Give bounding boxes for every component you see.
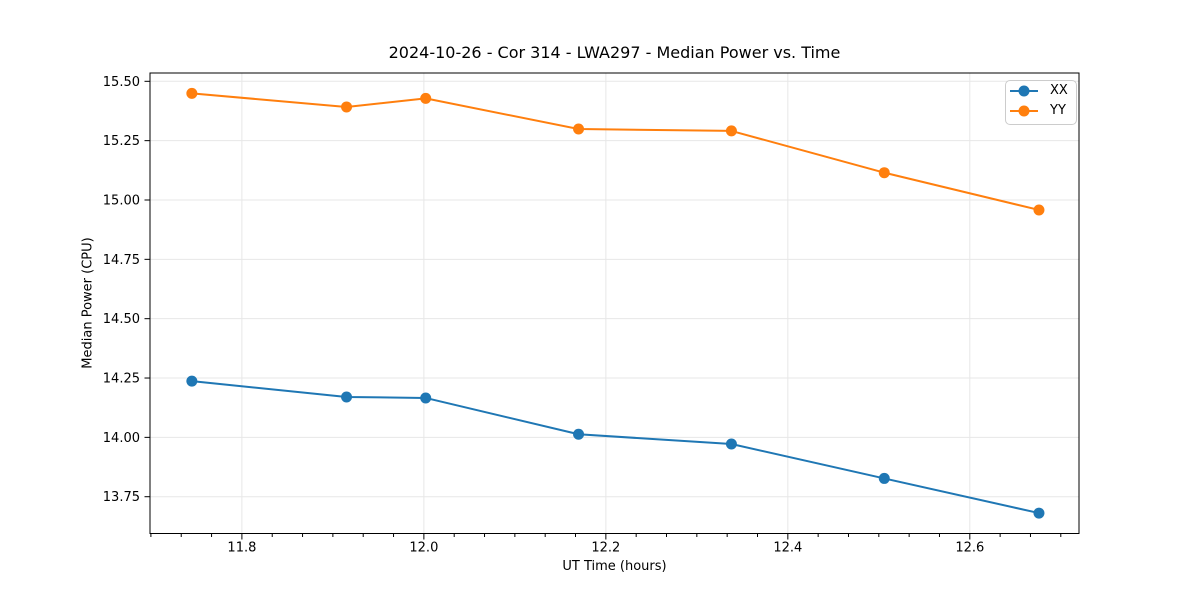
- series-yy-marker: [420, 92, 432, 104]
- y-tick-label: 13.75: [103, 490, 140, 505]
- series-xx-marker: [878, 472, 890, 484]
- y-tick-label: 15.50: [103, 75, 140, 90]
- y-tick-label: 15.25: [103, 134, 140, 149]
- series-xx-marker: [341, 391, 353, 403]
- x-axis-label: UT Time (hours): [562, 559, 667, 574]
- chart-title: 2024-10-26 - Cor 314 - LWA297 - Median P…: [388, 43, 841, 62]
- legend-label-xx: XX: [1050, 83, 1068, 98]
- legend-item-yy: YY: [1008, 101, 1076, 121]
- series-xx-marker: [186, 375, 198, 387]
- x-tick-label: 12.4: [773, 541, 802, 556]
- x-tick-label: 12.0: [409, 541, 438, 556]
- y-tick-label: 14.25: [103, 372, 140, 387]
- plot-border: [149, 72, 1080, 534]
- legend-item-xx: XX: [1008, 81, 1076, 101]
- series-yy-marker: [725, 125, 737, 137]
- series-yy-marker: [573, 123, 585, 135]
- y-tick-label: 15.00: [103, 193, 140, 208]
- series-yy-marker: [878, 167, 890, 179]
- series-xx-marker: [573, 428, 585, 440]
- x-tick-label: 11.8: [227, 541, 256, 556]
- x-tick-label: 12.2: [591, 541, 620, 556]
- y-tick-label: 14.50: [103, 312, 140, 327]
- legend-line-marker-icon: [1010, 85, 1038, 97]
- series-yy-marker: [341, 101, 353, 113]
- legend: XX YY: [1005, 80, 1077, 125]
- y-tick-label: 14.75: [103, 253, 140, 268]
- legend-line-marker-icon: [1010, 105, 1038, 117]
- legend-label-yy: YY: [1050, 103, 1066, 118]
- series-xx-marker: [725, 438, 737, 450]
- y-axis-label: Median Power (CPU): [80, 237, 96, 369]
- y-tick-label: 14.00: [103, 431, 140, 446]
- series-xx-marker: [1033, 507, 1045, 519]
- series-xx-line: [190, 380, 1040, 515]
- series-yy-marker: [186, 87, 198, 99]
- series-yy-line: [190, 92, 1040, 211]
- series-yy-marker: [1033, 204, 1045, 216]
- series-xx-marker: [420, 392, 432, 404]
- x-tick-label: 12.6: [955, 541, 984, 556]
